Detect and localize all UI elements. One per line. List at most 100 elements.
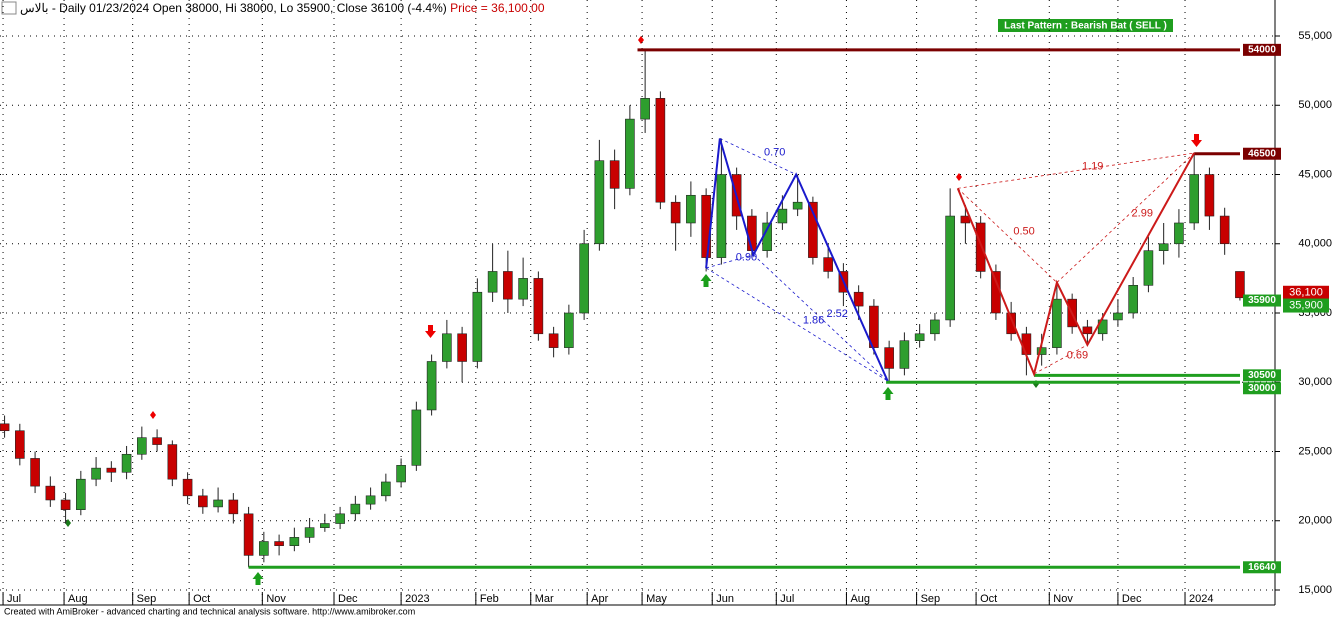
candle-body bbox=[274, 541, 284, 546]
candle-body bbox=[609, 160, 620, 189]
ratio-label: 0.69 bbox=[1067, 349, 1088, 361]
candle-body bbox=[426, 361, 437, 411]
x-tick-label: Sep bbox=[921, 593, 941, 605]
candle-body bbox=[503, 271, 513, 300]
candle-body bbox=[182, 478, 193, 497]
price-tag-bg bbox=[1283, 298, 1329, 313]
ratio-label: 2.52 bbox=[827, 308, 848, 320]
level-tag: 30000 bbox=[1248, 383, 1276, 394]
price-tag: 35,900 bbox=[1289, 299, 1323, 311]
y-tick-label: 55,000 bbox=[1298, 30, 1332, 42]
candle-body bbox=[411, 409, 422, 466]
x-tick-label: 2024 bbox=[1189, 593, 1213, 605]
candle-body bbox=[640, 98, 650, 120]
x-tick-label: Apr bbox=[591, 593, 608, 605]
y-tick-label: 30,000 bbox=[1298, 376, 1332, 388]
header: بالاس - Daily 01/23/2024 Open 38000, Hi … bbox=[20, 1, 545, 15]
candle-body bbox=[1235, 271, 1245, 299]
sell-arrow bbox=[425, 325, 436, 338]
candle-body bbox=[60, 499, 71, 510]
candle-body bbox=[808, 201, 818, 258]
x-tick-label: Dec bbox=[1122, 593, 1142, 605]
candle-body bbox=[1128, 285, 1138, 314]
x-tick-label: Oct bbox=[193, 593, 210, 605]
candle-body bbox=[564, 312, 574, 348]
pattern-tag-bg bbox=[998, 19, 1173, 32]
x-tick-label: Jun bbox=[716, 593, 734, 605]
candle-body bbox=[1204, 174, 1215, 217]
candle-body bbox=[289, 537, 300, 546]
buy-arrow bbox=[252, 572, 264, 585]
ratio-label: 0.70 bbox=[764, 146, 785, 158]
candle-body bbox=[686, 194, 696, 224]
candle-body bbox=[320, 523, 330, 528]
x-tick-label: Mar bbox=[535, 593, 554, 605]
candle-body bbox=[15, 430, 25, 459]
candle-body bbox=[853, 291, 864, 307]
x-tick-label: Jul bbox=[7, 593, 21, 605]
candle-body bbox=[930, 319, 940, 335]
candle-body bbox=[625, 118, 635, 189]
candle-body bbox=[914, 333, 925, 342]
x-tick-label: Jul bbox=[780, 593, 794, 605]
pattern-tag: Last Pattern : Bearish Bat ( SELL ) bbox=[1004, 21, 1167, 32]
ratio-label: 1.19 bbox=[1082, 161, 1103, 173]
x-tick-label: Aug bbox=[850, 593, 870, 605]
buy-arrow bbox=[700, 274, 712, 287]
header-text: بالاس - Daily 01/23/2024 Open 38000, Hi … bbox=[20, 1, 447, 15]
candle-body bbox=[991, 271, 1001, 314]
candle-body bbox=[457, 333, 467, 362]
pattern-dash bbox=[1033, 344, 1088, 375]
x-tick-label: Aug bbox=[68, 593, 88, 605]
candle-body bbox=[655, 98, 666, 203]
y-tick-label: 20,000 bbox=[1298, 515, 1332, 527]
pattern-dash bbox=[957, 152, 1195, 189]
pattern-dash bbox=[719, 138, 797, 175]
pattern-dash bbox=[1056, 152, 1195, 283]
candle-body bbox=[106, 467, 117, 473]
candle-body bbox=[152, 437, 162, 445]
candle-body bbox=[472, 291, 483, 362]
candle-body bbox=[594, 160, 605, 245]
y-tick-label: 40,000 bbox=[1298, 238, 1332, 250]
pattern-dash bbox=[753, 254, 888, 382]
candle-body bbox=[533, 278, 544, 335]
x-tick-label: Nov bbox=[266, 593, 286, 605]
level-tag: 30500 bbox=[1248, 370, 1276, 381]
candle-body bbox=[945, 215, 955, 321]
x-tick-label: Feb bbox=[480, 593, 499, 605]
marks bbox=[0, 49, 1245, 568]
level-tag-bg bbox=[1243, 147, 1281, 160]
level-tag-bg bbox=[1243, 369, 1281, 382]
peak-marker bbox=[150, 411, 156, 419]
candle-body bbox=[747, 215, 757, 251]
y-tick-label: 25,000 bbox=[1298, 445, 1332, 457]
x-tick-label: May bbox=[646, 593, 667, 605]
candle-body bbox=[335, 513, 345, 524]
candle-body bbox=[1036, 347, 1047, 355]
candle-body bbox=[884, 347, 894, 369]
price-tag: 36,100 bbox=[1289, 287, 1323, 299]
ratio-label: 0.90 bbox=[736, 251, 757, 263]
candle-body bbox=[365, 495, 376, 505]
price-tag-bg bbox=[1283, 285, 1329, 300]
x-tick-label: Dec bbox=[338, 593, 358, 605]
candle-body bbox=[548, 333, 559, 348]
x-tick-label: Oct bbox=[980, 593, 997, 605]
candle-body bbox=[45, 485, 56, 501]
y-tick-label: 50,000 bbox=[1298, 99, 1332, 111]
sell-arrow bbox=[1191, 134, 1202, 147]
candle-body bbox=[396, 465, 406, 483]
candle-body bbox=[1158, 243, 1169, 251]
candle-body bbox=[1006, 312, 1016, 335]
price-text: Price = 36,100.00 bbox=[450, 1, 545, 15]
candle-body bbox=[1113, 312, 1123, 321]
ratio-label: 1.86 bbox=[803, 314, 824, 326]
x-tick-label: Nov bbox=[1053, 593, 1073, 605]
candle-body bbox=[259, 541, 269, 556]
x-tick-label: Sep bbox=[137, 593, 157, 605]
level-tag: 46500 bbox=[1248, 148, 1276, 159]
